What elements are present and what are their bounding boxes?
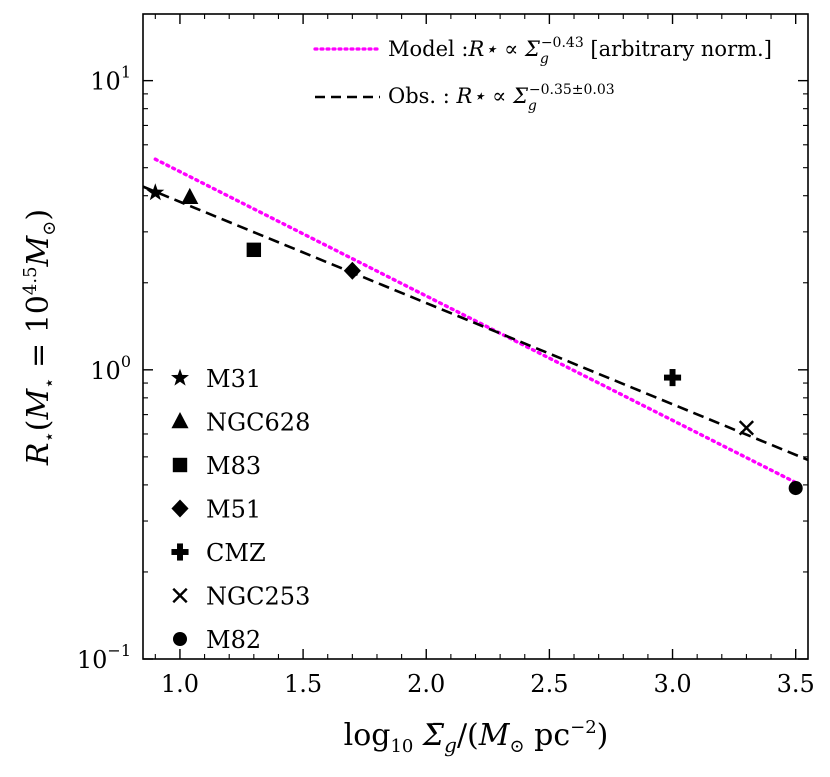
legend-marker-ngc628 [171,412,189,429]
x-tick-label: 2.0 [407,670,445,698]
fit-lines [142,157,809,485]
data-points [146,183,803,496]
line-obs [142,185,809,462]
x-axis-label: log10 Σ̄g/(M⊙ pc−2) [344,717,609,757]
legend-label-m31: M31 [206,365,261,393]
legend-marker-m82 [172,631,188,647]
point-ngc628 [181,187,199,205]
line-legend: Model :R⋆ ∝ Σg−0.43 [arbitrary norm.] Ob… [313,35,772,114]
legend-label-ngc628: NGC628 [206,409,310,437]
legend-label-m82: M82 [206,626,261,654]
point-ngc253 [738,420,755,436]
legend-marker-m83 [172,457,188,473]
legend-label-m83: M83 [206,452,261,480]
legend-obs-label: Obs. : R⋆ ∝ Σg−0.35±0.03 [388,82,615,114]
legend-marker-cmz [171,543,189,561]
legend-marker-m51 [171,499,189,518]
point-m51 [343,261,361,280]
point-m83 [246,242,262,258]
x-tick-label: 3.5 [777,670,815,698]
legend-model-label: Model :R⋆ ∝ Σg−0.43 [arbitrary norm.] [388,35,772,67]
y-axis-label: R⋆(M⋆ = 104.5M⊙) [20,209,60,466]
point-m82 [788,481,803,496]
x-tick-label: 1.0 [161,670,199,698]
legend-label-m51: M51 [206,496,261,524]
x-tick-label: 1.5 [284,670,322,698]
x-tick-label: 2.5 [530,670,568,698]
point-m31 [146,183,165,201]
plot-frame [142,13,809,660]
x-tick-label: 3.0 [653,670,691,698]
legend-label-cmz: CMZ [206,539,266,567]
legend-label-ngc253: NGC253 [206,583,310,611]
line-model [153,157,798,485]
legend-marker-m31 [171,368,189,386]
y-tick-label: 101 [90,63,131,96]
point-cmz [663,369,682,387]
y-tick-label: 100 [90,352,131,385]
plot-background [143,14,808,659]
y-tick-label: 10−1 [77,641,131,674]
marker-legend: M31 NGC628 M83 M51 CMZ NGC253 M82 [171,365,310,654]
legend-marker-ngc253 [172,587,188,604]
axis-ticks: 1.0 1.5 2.0 2.5 3.0 3.5 10−1 100 101 [77,14,815,698]
